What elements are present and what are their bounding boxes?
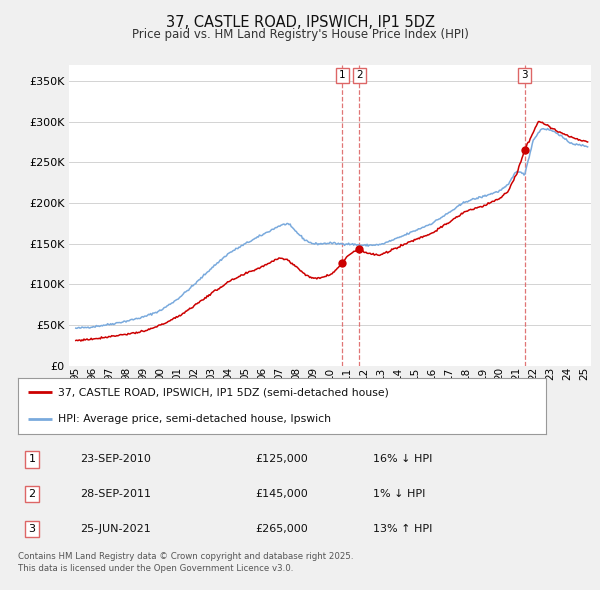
Text: 3: 3 [521, 70, 528, 80]
Text: 16% ↓ HPI: 16% ↓ HPI [373, 454, 433, 464]
Text: 13% ↑ HPI: 13% ↑ HPI [373, 524, 433, 534]
Text: Contains HM Land Registry data © Crown copyright and database right 2025.
This d: Contains HM Land Registry data © Crown c… [18, 552, 353, 573]
Text: 37, CASTLE ROAD, IPSWICH, IP1 5DZ: 37, CASTLE ROAD, IPSWICH, IP1 5DZ [166, 15, 434, 30]
Text: 3: 3 [29, 524, 35, 534]
Text: Price paid vs. HM Land Registry's House Price Index (HPI): Price paid vs. HM Land Registry's House … [131, 28, 469, 41]
Text: 25-JUN-2021: 25-JUN-2021 [80, 524, 151, 534]
Text: 2: 2 [29, 489, 35, 499]
Text: £125,000: £125,000 [255, 454, 308, 464]
Text: 28-SEP-2011: 28-SEP-2011 [80, 489, 151, 499]
Text: 1: 1 [29, 454, 35, 464]
Text: £145,000: £145,000 [255, 489, 308, 499]
Text: 37, CASTLE ROAD, IPSWICH, IP1 5DZ (semi-detached house): 37, CASTLE ROAD, IPSWICH, IP1 5DZ (semi-… [58, 387, 388, 397]
Text: 1% ↓ HPI: 1% ↓ HPI [373, 489, 425, 499]
Text: £265,000: £265,000 [255, 524, 308, 534]
Text: HPI: Average price, semi-detached house, Ipswich: HPI: Average price, semi-detached house,… [58, 414, 331, 424]
Text: 23-SEP-2010: 23-SEP-2010 [80, 454, 151, 464]
Text: 2: 2 [356, 70, 363, 80]
Text: 1: 1 [339, 70, 346, 80]
